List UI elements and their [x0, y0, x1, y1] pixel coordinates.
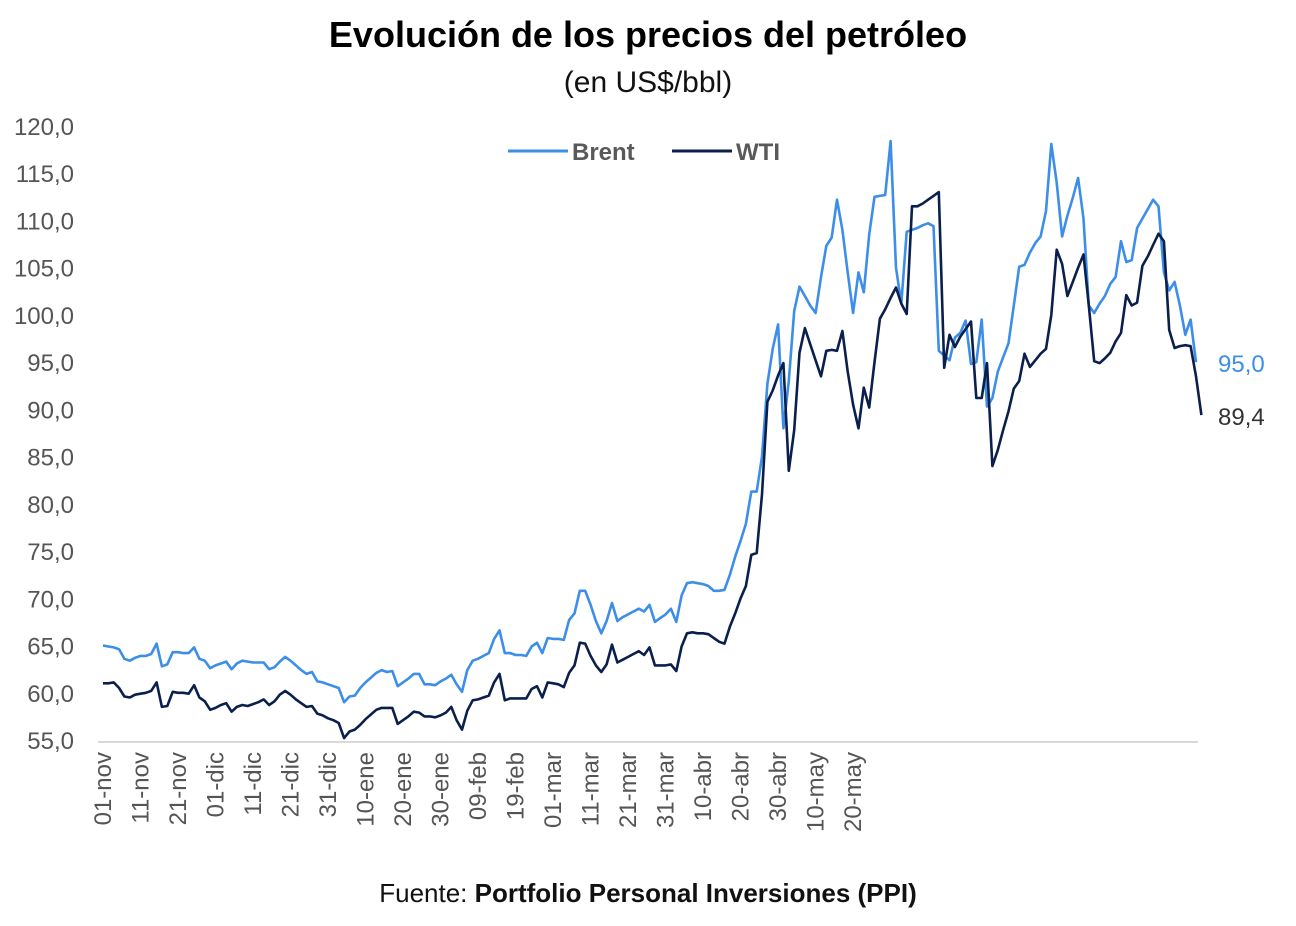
y-tick-label: 85,0 — [27, 445, 74, 472]
x-tick-label: 11-dic — [240, 752, 267, 816]
y-tick-label: 80,0 — [27, 492, 74, 519]
x-tick-label: 01-nov — [90, 752, 117, 825]
x-tick-label: 01-dic — [203, 752, 230, 817]
legend-wti-label: WTI — [736, 139, 780, 166]
chart-title: Evolución de los precios del petróleo — [328, 14, 968, 55]
y-tick-label: 90,0 — [27, 397, 74, 424]
x-tick-label: 10-may — [803, 752, 830, 832]
x-tick-label: 10-ene — [353, 752, 380, 827]
end-label-wti: 89,4 — [1218, 404, 1265, 431]
x-tick-label: 21-nov — [165, 752, 192, 825]
y-tick-label: 55,0 — [27, 728, 74, 755]
y-tick-label: 75,0 — [27, 539, 74, 566]
x-axis: 01-nov 11-nov 21-nov 01-dic 11-dic 21-dic 31-d… — [90, 752, 867, 832]
x-tick-label: 31-mar — [653, 752, 680, 828]
x-tick-label: 30-abr — [765, 752, 792, 821]
y-tick-label: 110,0 — [16, 208, 74, 235]
x-tick-label: 21-dic — [278, 752, 305, 817]
y-tick-label: 65,0 — [27, 634, 74, 661]
chart-source: Fuente: Portfolio Personal Inversiones (… — [0, 878, 1296, 909]
x-tick-label: 11-nov — [128, 752, 155, 824]
x-tick-label: 20-ene — [390, 752, 417, 827]
legend-brent-label: Brent — [572, 139, 635, 166]
x-tick-label: 10-abr — [690, 752, 717, 821]
y-tick-label: 115,0 — [16, 161, 74, 188]
y-tick-label: 95,0 — [27, 350, 74, 377]
x-tick-label: 20-abr — [728, 752, 755, 821]
x-tick-label: 19-feb — [503, 752, 530, 820]
series-lines — [102, 139, 1203, 740]
x-tick-label: 01-mar — [540, 752, 567, 828]
legend: Brent WTI — [508, 139, 780, 166]
y-tick-label: 120,0 — [14, 114, 74, 141]
end-labels: 95,0 89,4 — [1218, 351, 1265, 431]
x-tick-label: 31-dic — [315, 752, 342, 817]
x-tick-label: 20-may — [840, 752, 867, 832]
x-tick-label: 11-mar — [578, 752, 605, 826]
x-tick-label: 30-ene — [428, 752, 455, 827]
chart-subtitle: (en US$/bbl) — [563, 66, 733, 99]
y-tick-label: 70,0 — [27, 586, 74, 613]
y-tick-label: 100,0 — [14, 303, 74, 330]
x-tick-label: 21-mar — [615, 752, 642, 828]
y-tick-label: 105,0 — [14, 256, 74, 283]
end-label-brent: 95,0 — [1218, 351, 1265, 378]
source-name: Portfolio Personal Inversiones (PPI) — [474, 878, 917, 908]
series-line-wti — [103, 190, 1203, 740]
y-axis: 55,0 60,0 65,0 70,0 75,0 80,0 85,0 90,0 95,0 100,… — [14, 114, 74, 755]
series-line-brent — [102, 139, 1198, 704]
y-tick-label: 60,0 — [27, 681, 74, 708]
source-label: Fuente: — [379, 878, 468, 908]
x-tick-label: 09-feb — [465, 752, 492, 820]
